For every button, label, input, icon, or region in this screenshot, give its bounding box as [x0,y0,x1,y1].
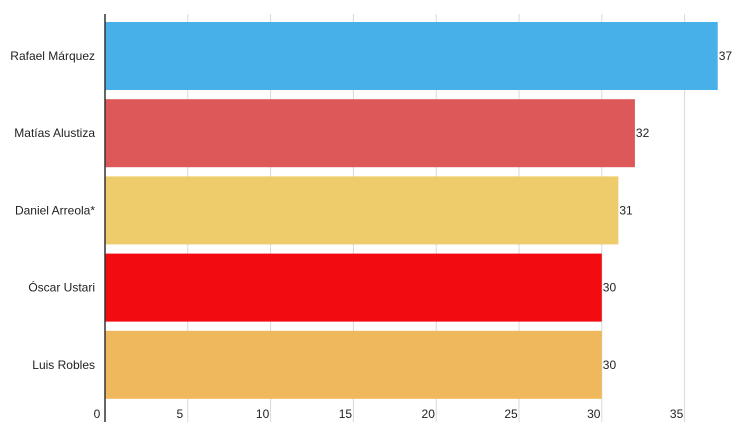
category-label: Óscar Ustari [28,280,95,295]
x-tick-label: 10 [256,407,270,421]
bar [105,99,635,168]
bar [105,330,602,399]
x-tick-label: 15 [339,407,353,421]
bar-value-label: 37 [719,49,733,63]
labels: 0 5 10 15 20 25 30 35 37 Rafael Márquez 32 Matías A… [10,49,732,421]
bar [105,22,718,90]
x-tick-label: 35 [670,407,684,421]
x-tick-label: 0 [94,407,101,421]
x-tick-label: 5 [176,407,183,421]
category-label: Daniel Arreola* [15,203,95,217]
bar-value-label: 30 [603,358,617,372]
bar-value-label: 31 [619,203,633,217]
category-label: Rafael Márquez [10,49,95,63]
x-tick-label: 30 [587,407,601,421]
category-label: Matías Alustiza [14,126,95,140]
x-tick-label: 25 [504,407,518,421]
bar [105,176,619,245]
bars [105,22,718,399]
bar-value-label: 30 [603,281,617,295]
category-label: Luis Robles [32,358,95,372]
bar [105,253,602,322]
x-tick-label: 20 [422,407,436,421]
bar-value-label: 32 [636,126,650,140]
